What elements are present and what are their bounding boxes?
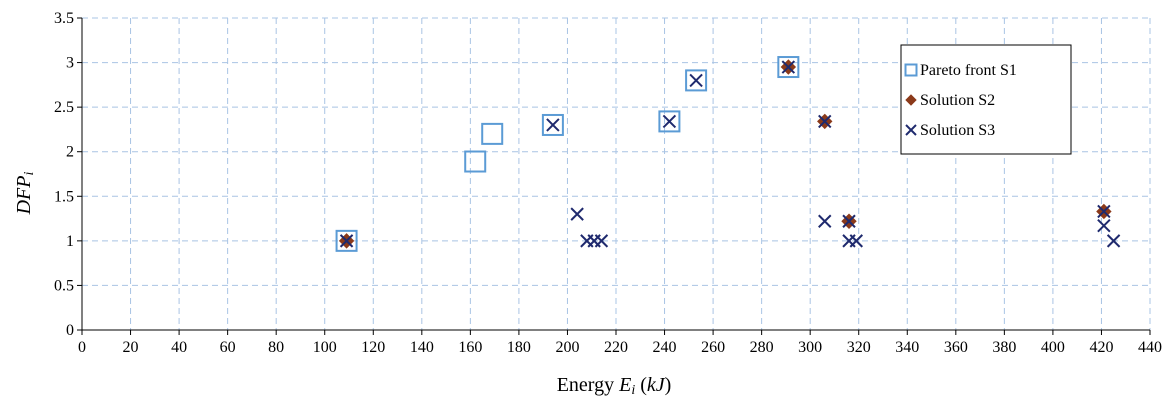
x-tick-label: 20 [123,339,139,356]
x-tick-label: 440 [1138,339,1162,356]
square-marker [904,63,918,77]
y-axis-title: DFPi [13,172,37,216]
diamond-marker [905,94,917,106]
y-tick-label: 0.5 [54,277,74,294]
square-marker [777,56,800,79]
square-marker [685,69,708,92]
x-tick-label: 40 [171,339,187,356]
x-tick-label: 100 [313,339,337,356]
x-tick-label: 120 [361,339,385,356]
legend-item: Solution S2 [905,92,995,109]
x-axis-title-unit-open: ( [635,374,647,396]
square-marker [335,229,358,252]
tick-labels: 0 20 40 60 80 100 120 140 160 180 200 220 240 260 280 3… [54,10,1162,356]
x-marker [1106,234,1121,248]
x-marker [818,214,832,228]
legend-label: Solution S3 [920,122,995,139]
x-marker [818,114,832,129]
x-axis-title-unit: kJ [647,374,666,396]
x-tick-label: 240 [653,339,677,356]
x-marker [339,234,354,248]
y-tick-label: 2.5 [54,99,74,116]
x-tick-label: 200 [555,339,579,356]
x-tick-label: 80 [268,339,284,356]
x-tick-label: 380 [992,339,1016,356]
x-axis-title: Energy Ei (kJ) [557,374,672,398]
x-tick-label: 320 [847,339,871,356]
x-marker [662,114,677,129]
x-tick-label: 0 [78,339,86,356]
x-tick-label: 180 [507,339,531,356]
x-marker [781,60,796,74]
y-tick-label: 2 [66,144,74,161]
x-tick-label: 300 [798,339,822,356]
series-3 [339,60,1121,248]
square-marker [481,122,504,145]
x-axis-title-prefix: Energy [557,374,619,396]
x-tick-label: 220 [604,339,628,356]
x-marker [1097,218,1111,233]
x-axis-title-sub: i [631,383,635,398]
series-1 [335,56,800,252]
x-tick-label: 140 [410,339,434,356]
y-axis-title-var: DFP [13,176,35,216]
x-marker [905,124,917,136]
y-tick-label: 3 [66,55,74,72]
legend-label: Pareto front S1 [920,62,1017,79]
x-marker [546,118,560,132]
x-axis-title-unit-close: ) [665,374,672,396]
x-marker [689,73,703,88]
legend-item: Pareto front S1 [904,62,1017,79]
x-axis-title-var: E [618,374,631,396]
square-marker [541,113,564,136]
square-marker [464,150,487,173]
y-tick-label: 3.5 [54,10,74,27]
square-marker [658,110,681,133]
x-tick-label: 400 [1041,339,1065,356]
legend-label: Solution S2 [920,92,995,109]
x-marker [849,234,864,248]
x-marker [842,214,856,228]
x-tick-label: 160 [458,339,482,356]
x-marker [1097,204,1111,219]
axes [77,17,1151,335]
y-tick-label: 1 [66,233,74,250]
x-tick-label: 340 [895,339,919,356]
y-tick-label: 1.5 [54,188,74,205]
x-tick-label: 360 [944,339,968,356]
x-tick-label: 260 [701,339,725,356]
x-marker [594,234,609,248]
y-tick-label: 0 [66,322,74,339]
x-marker [570,207,584,221]
legend-box [900,44,1072,155]
legend-item: Solution S3 [905,122,995,139]
x-tick-label: 420 [1089,339,1113,356]
legend: Pareto front S1 Solution S2 Solution S3 [900,44,1072,155]
data-marks [335,56,1121,252]
x-tick-label: 60 [220,339,236,356]
y-axis-title-sub: i [22,172,37,176]
x-tick-label: 280 [750,339,774,356]
